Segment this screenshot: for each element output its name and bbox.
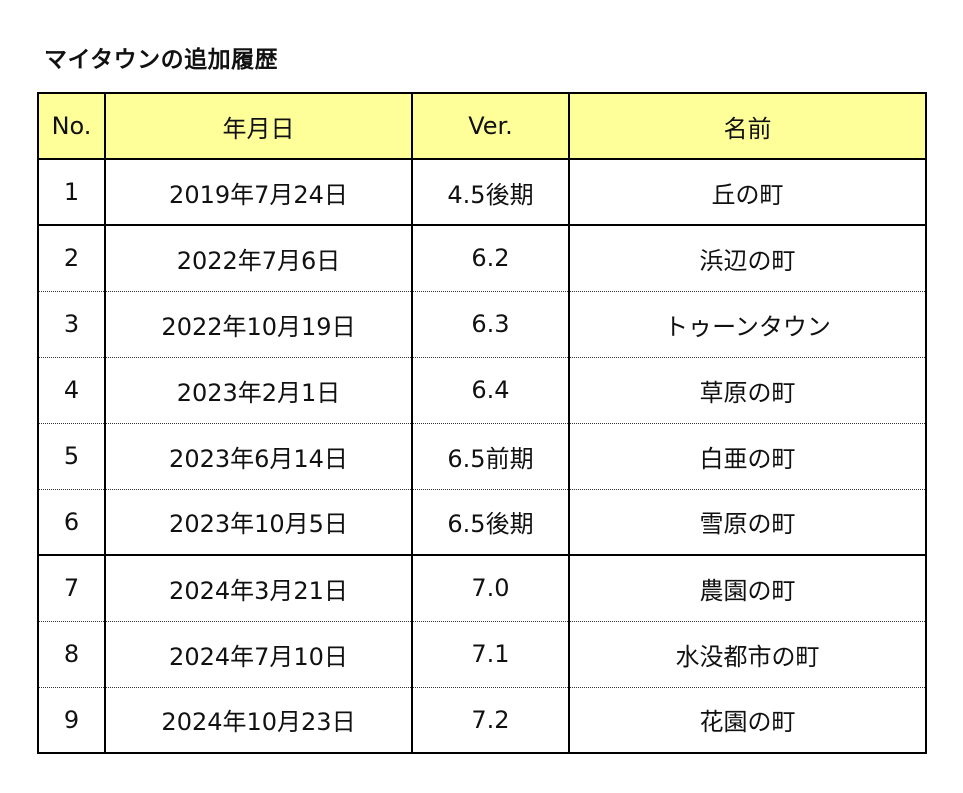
table-row: 9 2024年10月23日 7.2 花園の町 — [37, 687, 927, 754]
cell-date: 2024年7月10日 — [104, 621, 413, 688]
cell-name: 丘の町 — [568, 159, 927, 226]
town-history-table: No. 年月日 Ver. 名前 1 2019年7月24日 4.5後期 丘の町 2… — [37, 92, 927, 754]
cell-version: 4.5後期 — [411, 159, 570, 226]
table-row: 5 2023年6月14日 6.5前期 白亜の町 — [37, 423, 927, 490]
page-title: マイタウンの追加履歴 — [44, 47, 279, 73]
cell-version: 7.2 — [411, 687, 570, 754]
header-version: Ver. — [411, 92, 570, 160]
table-row: 2 2022年7月6日 6.2 浜辺の町 — [37, 225, 927, 292]
cell-name: 草原の町 — [568, 357, 927, 424]
cell-no: 2 — [37, 225, 106, 292]
cell-name: トゥーンタウン — [568, 291, 927, 358]
table-row: 3 2022年10月19日 6.3 トゥーンタウン — [37, 291, 927, 358]
cell-date: 2022年10月19日 — [104, 291, 413, 358]
header-date: 年月日 — [104, 92, 413, 160]
table-header-row: No. 年月日 Ver. 名前 — [37, 92, 927, 160]
cell-version: 7.1 — [411, 621, 570, 688]
cell-date: 2023年6月14日 — [104, 423, 413, 490]
cell-no: 5 — [37, 423, 106, 490]
cell-version: 7.0 — [411, 555, 570, 622]
cell-no: 3 — [37, 291, 106, 358]
table-row: 4 2023年2月1日 6.4 草原の町 — [37, 357, 927, 424]
table-row: 1 2019年7月24日 4.5後期 丘の町 — [37, 159, 927, 226]
cell-version: 6.2 — [411, 225, 570, 292]
cell-version: 6.4 — [411, 357, 570, 424]
cell-no: 4 — [37, 357, 106, 424]
cell-no: 9 — [37, 687, 106, 754]
cell-name: 花園の町 — [568, 687, 927, 754]
cell-version: 6.3 — [411, 291, 570, 358]
cell-version: 6.5前期 — [411, 423, 570, 490]
cell-name: 農園の町 — [568, 555, 927, 622]
cell-no: 1 — [37, 159, 106, 226]
table-row: 7 2024年3月21日 7.0 農園の町 — [37, 555, 927, 622]
cell-date: 2024年3月21日 — [104, 555, 413, 622]
cell-name: 白亜の町 — [568, 423, 927, 490]
cell-date: 2022年7月6日 — [104, 225, 413, 292]
cell-no: 8 — [37, 621, 106, 688]
header-no: No. — [37, 92, 106, 160]
cell-date: 2023年10月5日 — [104, 489, 413, 556]
cell-name: 浜辺の町 — [568, 225, 927, 292]
cell-name: 水没都市の町 — [568, 621, 927, 688]
cell-date: 2019年7月24日 — [104, 159, 413, 226]
cell-no: 7 — [37, 555, 106, 622]
cell-date: 2023年2月1日 — [104, 357, 413, 424]
cell-version: 6.5後期 — [411, 489, 570, 556]
table-row: 6 2023年10月5日 6.5後期 雪原の町 — [37, 489, 927, 556]
cell-date: 2024年10月23日 — [104, 687, 413, 754]
table-row: 8 2024年7月10日 7.1 水没都市の町 — [37, 621, 927, 688]
cell-no: 6 — [37, 489, 106, 556]
header-name: 名前 — [568, 92, 927, 160]
cell-name: 雪原の町 — [568, 489, 927, 556]
